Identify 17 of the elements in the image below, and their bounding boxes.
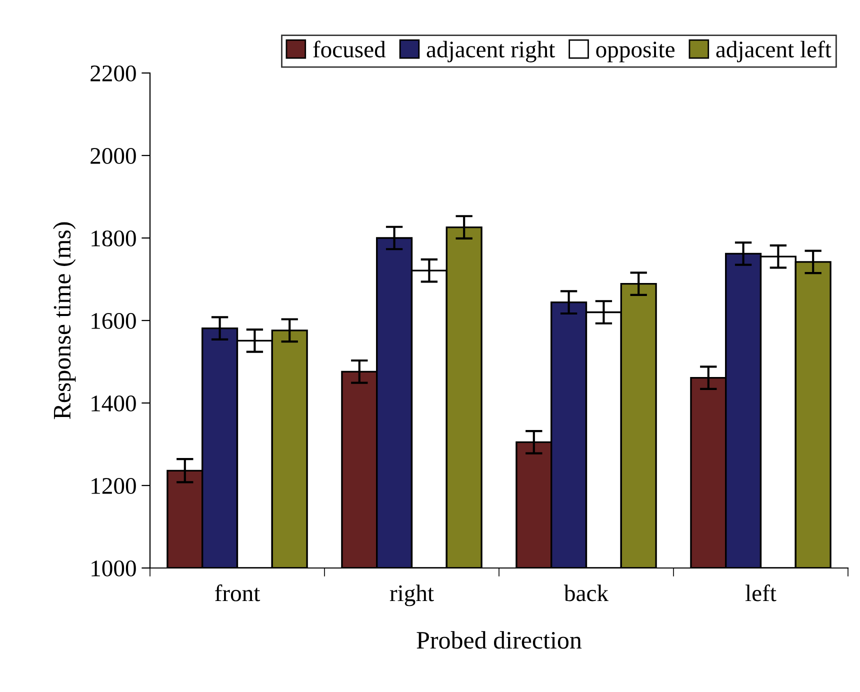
x-tick-label: left: [745, 584, 776, 602]
y-tick-label: 1600: [92, 312, 136, 329]
legend-label: opposite: [596, 42, 674, 62]
y-tick-label: 1400: [92, 395, 136, 412]
legend-label: adjacent left: [716, 40, 832, 62]
y-tick-label: 1200: [92, 478, 136, 494]
x-tick-label: front: [215, 584, 260, 602]
x-tick-label: right: [390, 584, 434, 606]
y-tick-label: 1000: [92, 560, 136, 576]
y-tick-label: 2000: [90, 148, 136, 164]
legend-label: focused: [313, 40, 386, 58]
x-tick-label: back: [564, 584, 609, 602]
y-tick-label: 1800: [92, 230, 136, 246]
y-axis-title: Response time (ms): [53, 222, 76, 420]
x-axis-title: Probed direction: [416, 631, 582, 649]
y-tick-label: 2200: [90, 65, 136, 82]
legend-label: adjacent right: [426, 40, 556, 62]
